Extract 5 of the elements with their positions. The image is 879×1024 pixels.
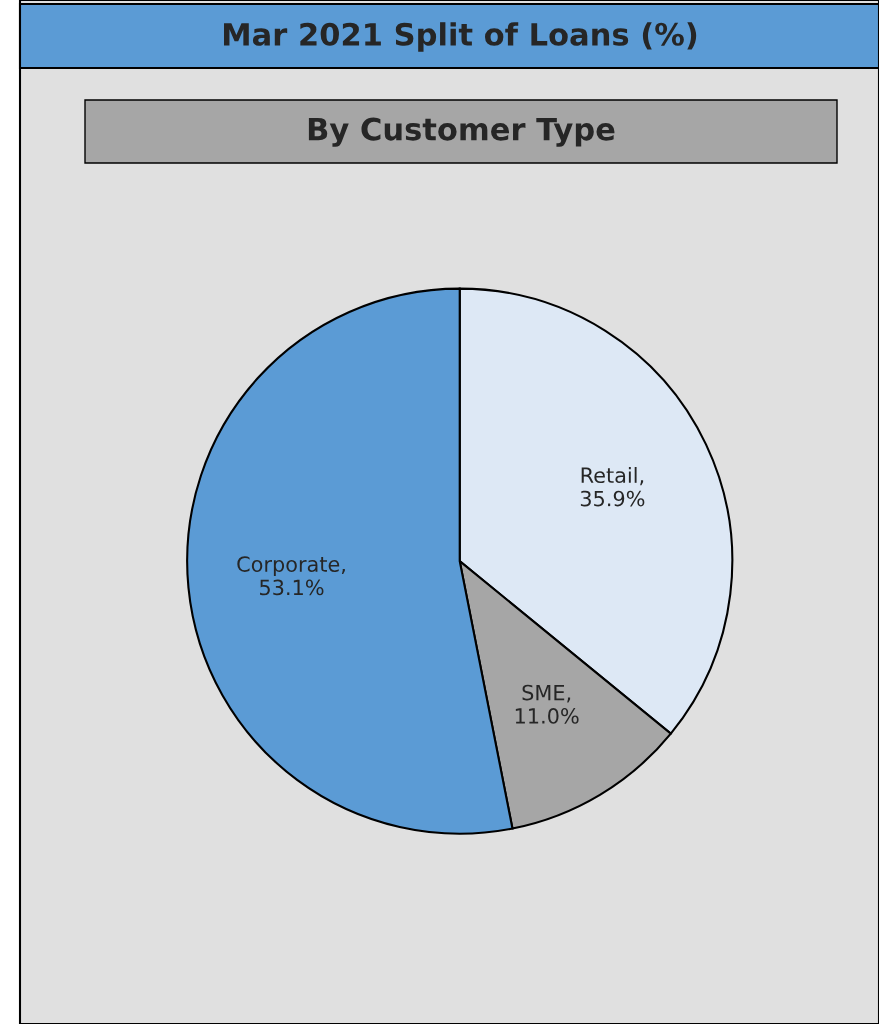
slice-label: Corporate, 53.1% — [237, 556, 345, 596]
slice-label: Retail, 35.9% — [580, 466, 645, 507]
chart-title: Mar 2021 Split of Loans (%) — [224, 22, 697, 52]
chart-subtitle: By Customer Type — [308, 117, 615, 147]
slice-label: SME, 11.0% — [515, 684, 579, 724]
